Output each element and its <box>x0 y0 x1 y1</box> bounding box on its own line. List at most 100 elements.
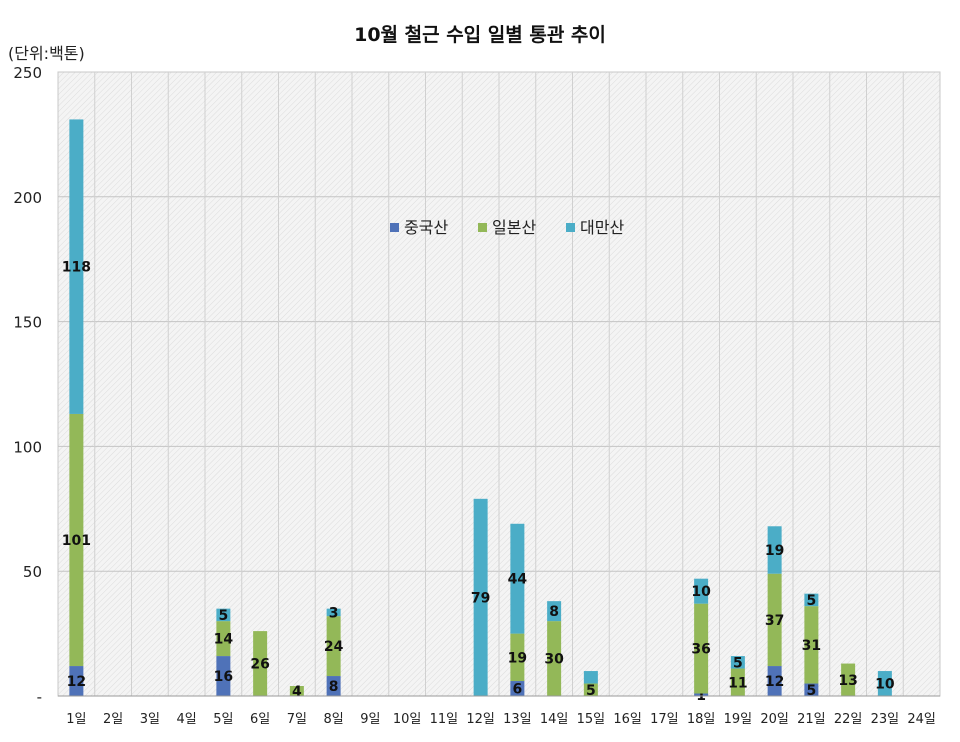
bar-segment <box>216 608 231 622</box>
bar-segment <box>583 683 598 696</box>
bar-segment <box>289 686 304 696</box>
x-tick-label: 20일 <box>760 712 789 727</box>
data-label: 16 <box>214 669 233 685</box>
data-label: 30 <box>544 652 564 668</box>
bar-segment <box>510 633 525 682</box>
bar-segment <box>767 526 782 574</box>
bar-segment <box>510 681 525 696</box>
data-label: 79 <box>471 590 490 606</box>
bar-segment <box>547 601 562 622</box>
bar-segment <box>694 578 709 604</box>
data-label: 44 <box>508 572 528 588</box>
data-label: 11 <box>728 675 747 691</box>
data-label: 12 <box>765 674 784 690</box>
data-label: 19 <box>508 650 527 666</box>
legend-swatch <box>390 223 399 232</box>
x-tick-label: 9일 <box>360 712 380 727</box>
x-tick-label: 23일 <box>871 712 900 727</box>
data-label: 10 <box>691 584 711 600</box>
bar-segment <box>326 676 341 696</box>
x-tick-label: 10일 <box>393 712 422 727</box>
y-tick-label: 250 <box>13 64 42 82</box>
legend-label: 일본산 <box>492 218 536 237</box>
chart-title: 10월 철근 수입 일별 통관 추이 <box>354 24 606 46</box>
bar-segment <box>253 631 268 696</box>
x-tick-label: 8일 <box>324 712 344 727</box>
x-tick-label: 11일 <box>430 712 459 727</box>
x-tick-label: 3일 <box>140 712 160 727</box>
bar-segment <box>730 668 745 696</box>
bar-segment <box>583 671 598 684</box>
data-label: 10 <box>875 677 895 693</box>
bar-series: 1210111816145264824337961944308513610-11… <box>62 119 895 704</box>
data-label: 5 <box>807 683 817 699</box>
y-tick-label: 150 <box>13 314 42 332</box>
x-axis: 1일 2일 3일 4일 5일 6일 7일 8일 9일 10일 11일 12일 13일 14일 15일 16일 1… <box>58 695 940 727</box>
bar-segment <box>216 621 231 657</box>
legend-swatch <box>478 223 487 232</box>
bar-segment <box>804 606 819 684</box>
bar-segment <box>547 621 562 696</box>
data-label: 13 <box>838 673 857 689</box>
x-tick-label: 22일 <box>834 712 863 727</box>
bar-segment <box>510 523 525 634</box>
data-label: 6 <box>513 682 523 698</box>
bar-segment <box>804 683 819 696</box>
data-label: 4 <box>292 684 302 700</box>
data-label: 8 <box>549 604 559 620</box>
bar-segment <box>767 573 782 667</box>
x-tick-label: 19일 <box>724 712 753 727</box>
data-label: 5 <box>219 608 229 624</box>
x-tick-label: 21일 <box>797 712 826 727</box>
x-tick-label: 15일 <box>577 712 606 727</box>
data-label: 5 <box>586 683 596 699</box>
data-label: 8 <box>329 679 339 695</box>
x-tick-label: 4일 <box>177 712 197 727</box>
data-label: 26 <box>250 657 269 673</box>
data-label: 3 <box>329 605 339 621</box>
x-tick-label: 1일 <box>66 712 86 727</box>
gridlines <box>58 72 940 696</box>
unit-label: (단위:백톤) <box>8 44 85 63</box>
bar-segment <box>69 666 84 696</box>
x-tick-label: 14일 <box>540 712 569 727</box>
x-tick-label: 7일 <box>287 712 307 727</box>
data-label: 14 <box>214 632 234 648</box>
bar-segment <box>326 608 341 617</box>
x-tick-label: 13일 <box>503 712 532 727</box>
x-tick-label: 5일 <box>213 712 233 727</box>
bar-segment <box>69 119 84 414</box>
x-tick-label: 16일 <box>613 712 642 727</box>
data-label: 101 <box>62 533 91 549</box>
x-tick-label: 18일 <box>687 712 716 727</box>
x-tick-label: 6일 <box>250 712 270 727</box>
data-label: 31 <box>802 638 821 654</box>
legend-swatch <box>566 223 575 232</box>
y-tick-label: 200 <box>13 189 42 207</box>
bar-segment <box>841 663 856 696</box>
data-label: 37 <box>765 613 784 629</box>
bar-segment <box>877 671 892 696</box>
legend: 중국산 일본산 대만산 <box>390 218 624 237</box>
data-label: 24 <box>324 639 344 655</box>
data-label: 5 <box>807 593 817 609</box>
y-tick-label: - <box>37 688 42 706</box>
data-label: 19 <box>765 543 784 559</box>
bar-segment <box>804 593 819 607</box>
bar-segment <box>473 498 488 696</box>
bar-segment <box>694 693 709 696</box>
bar-segment <box>326 616 341 677</box>
y-tick-label: 50 <box>23 563 42 581</box>
x-tick-label: 2일 <box>103 712 123 727</box>
y-tick-label: 100 <box>13 438 42 456</box>
data-label: 5 <box>733 655 743 671</box>
data-label: 12 <box>67 674 86 690</box>
legend-label: 중국산 <box>404 218 448 237</box>
x-tick-label: 24일 <box>907 712 936 727</box>
bar-segment <box>69 413 84 667</box>
bar-segment <box>216 656 231 696</box>
x-tick-label: 17일 <box>650 712 679 727</box>
bar-segment <box>767 666 782 696</box>
